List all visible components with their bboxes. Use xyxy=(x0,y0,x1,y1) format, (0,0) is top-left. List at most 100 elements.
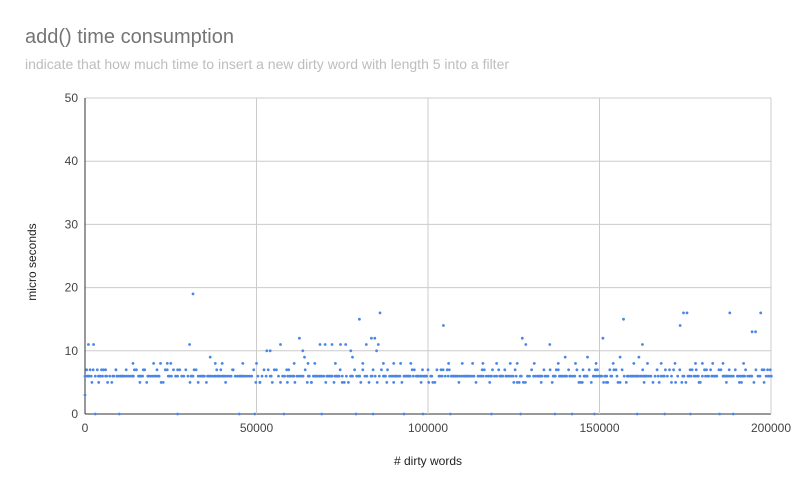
data-point xyxy=(244,374,247,378)
data-point xyxy=(493,374,496,378)
data-point xyxy=(571,374,575,378)
data-point xyxy=(371,368,375,372)
data-point xyxy=(131,362,135,365)
data-point xyxy=(743,374,746,378)
data-point xyxy=(324,381,328,384)
data-point xyxy=(440,374,444,378)
data-point xyxy=(682,311,685,315)
data-point xyxy=(342,381,346,384)
data-point xyxy=(224,381,228,384)
data-point xyxy=(370,374,374,378)
data-point xyxy=(676,374,680,378)
data-point xyxy=(345,374,348,378)
data-point xyxy=(759,311,763,315)
data-point xyxy=(337,374,341,378)
data-point xyxy=(87,374,91,378)
data-point xyxy=(194,368,198,372)
data-point xyxy=(400,381,404,384)
data-point xyxy=(320,374,324,378)
data-point xyxy=(268,349,272,353)
data-point xyxy=(542,368,546,372)
data-point xyxy=(147,374,151,378)
data-point xyxy=(548,368,552,372)
data-point xyxy=(196,374,200,378)
data-point xyxy=(359,381,363,384)
data-point xyxy=(364,343,368,346)
data-point xyxy=(622,374,626,378)
data-point xyxy=(438,374,442,378)
data-point xyxy=(637,374,640,378)
data-point xyxy=(192,368,196,372)
data-point xyxy=(124,374,128,378)
data-point xyxy=(548,343,552,346)
data-point xyxy=(649,374,653,378)
data-point xyxy=(235,374,239,378)
data-point xyxy=(266,368,270,372)
data-point xyxy=(556,362,560,365)
data-point xyxy=(532,374,535,378)
data-point xyxy=(581,368,585,372)
data-point xyxy=(402,412,406,416)
y-tick-label: 40 xyxy=(65,154,79,168)
data-point xyxy=(481,374,485,378)
data-point xyxy=(209,374,212,378)
data-point xyxy=(495,362,498,365)
data-point xyxy=(124,368,128,372)
data-point xyxy=(688,368,692,372)
data-point xyxy=(520,336,524,340)
data-point xyxy=(417,374,420,378)
data-point xyxy=(670,374,673,378)
data-point xyxy=(666,374,669,378)
data-point xyxy=(92,343,95,346)
data-point xyxy=(363,374,367,378)
data-point xyxy=(705,368,708,372)
data-point xyxy=(490,412,493,416)
data-point xyxy=(161,381,165,384)
data-point xyxy=(378,311,382,315)
data-point xyxy=(370,336,373,340)
data-point xyxy=(174,374,178,378)
data-point xyxy=(670,381,673,384)
data-point xyxy=(540,374,544,378)
data-point xyxy=(354,412,358,416)
data-point xyxy=(693,374,697,378)
data-point xyxy=(295,374,299,378)
data-point xyxy=(728,311,732,315)
data-point xyxy=(635,412,639,416)
data-point xyxy=(289,374,293,378)
data-point xyxy=(102,368,105,372)
data-point xyxy=(574,362,577,365)
data-point xyxy=(528,374,531,378)
data-point xyxy=(229,374,233,378)
data-point xyxy=(339,343,342,346)
data-point xyxy=(694,362,697,365)
data-point xyxy=(532,362,536,365)
data-point xyxy=(752,381,756,384)
data-point xyxy=(419,381,423,384)
data-point xyxy=(340,374,344,378)
data-point xyxy=(377,374,381,378)
data-point xyxy=(471,362,474,365)
data-point xyxy=(297,374,301,378)
data-point xyxy=(256,374,260,378)
data-point xyxy=(687,374,691,378)
x-tick-label: 200000 xyxy=(751,421,791,435)
data-point xyxy=(340,381,344,384)
data-point xyxy=(458,374,461,378)
data-point xyxy=(674,381,677,384)
data-point xyxy=(577,381,581,384)
data-point xyxy=(188,343,192,346)
data-point xyxy=(524,343,528,346)
data-point xyxy=(508,362,512,365)
data-point xyxy=(594,362,598,365)
data-point xyxy=(93,374,97,378)
data-point xyxy=(544,374,548,378)
data-point xyxy=(376,343,380,346)
data-point xyxy=(556,368,560,372)
data-point xyxy=(456,374,459,378)
data-point xyxy=(353,368,356,372)
data-point xyxy=(191,374,195,378)
data-point xyxy=(701,362,704,365)
data-point xyxy=(421,412,425,416)
data-point xyxy=(653,374,657,378)
